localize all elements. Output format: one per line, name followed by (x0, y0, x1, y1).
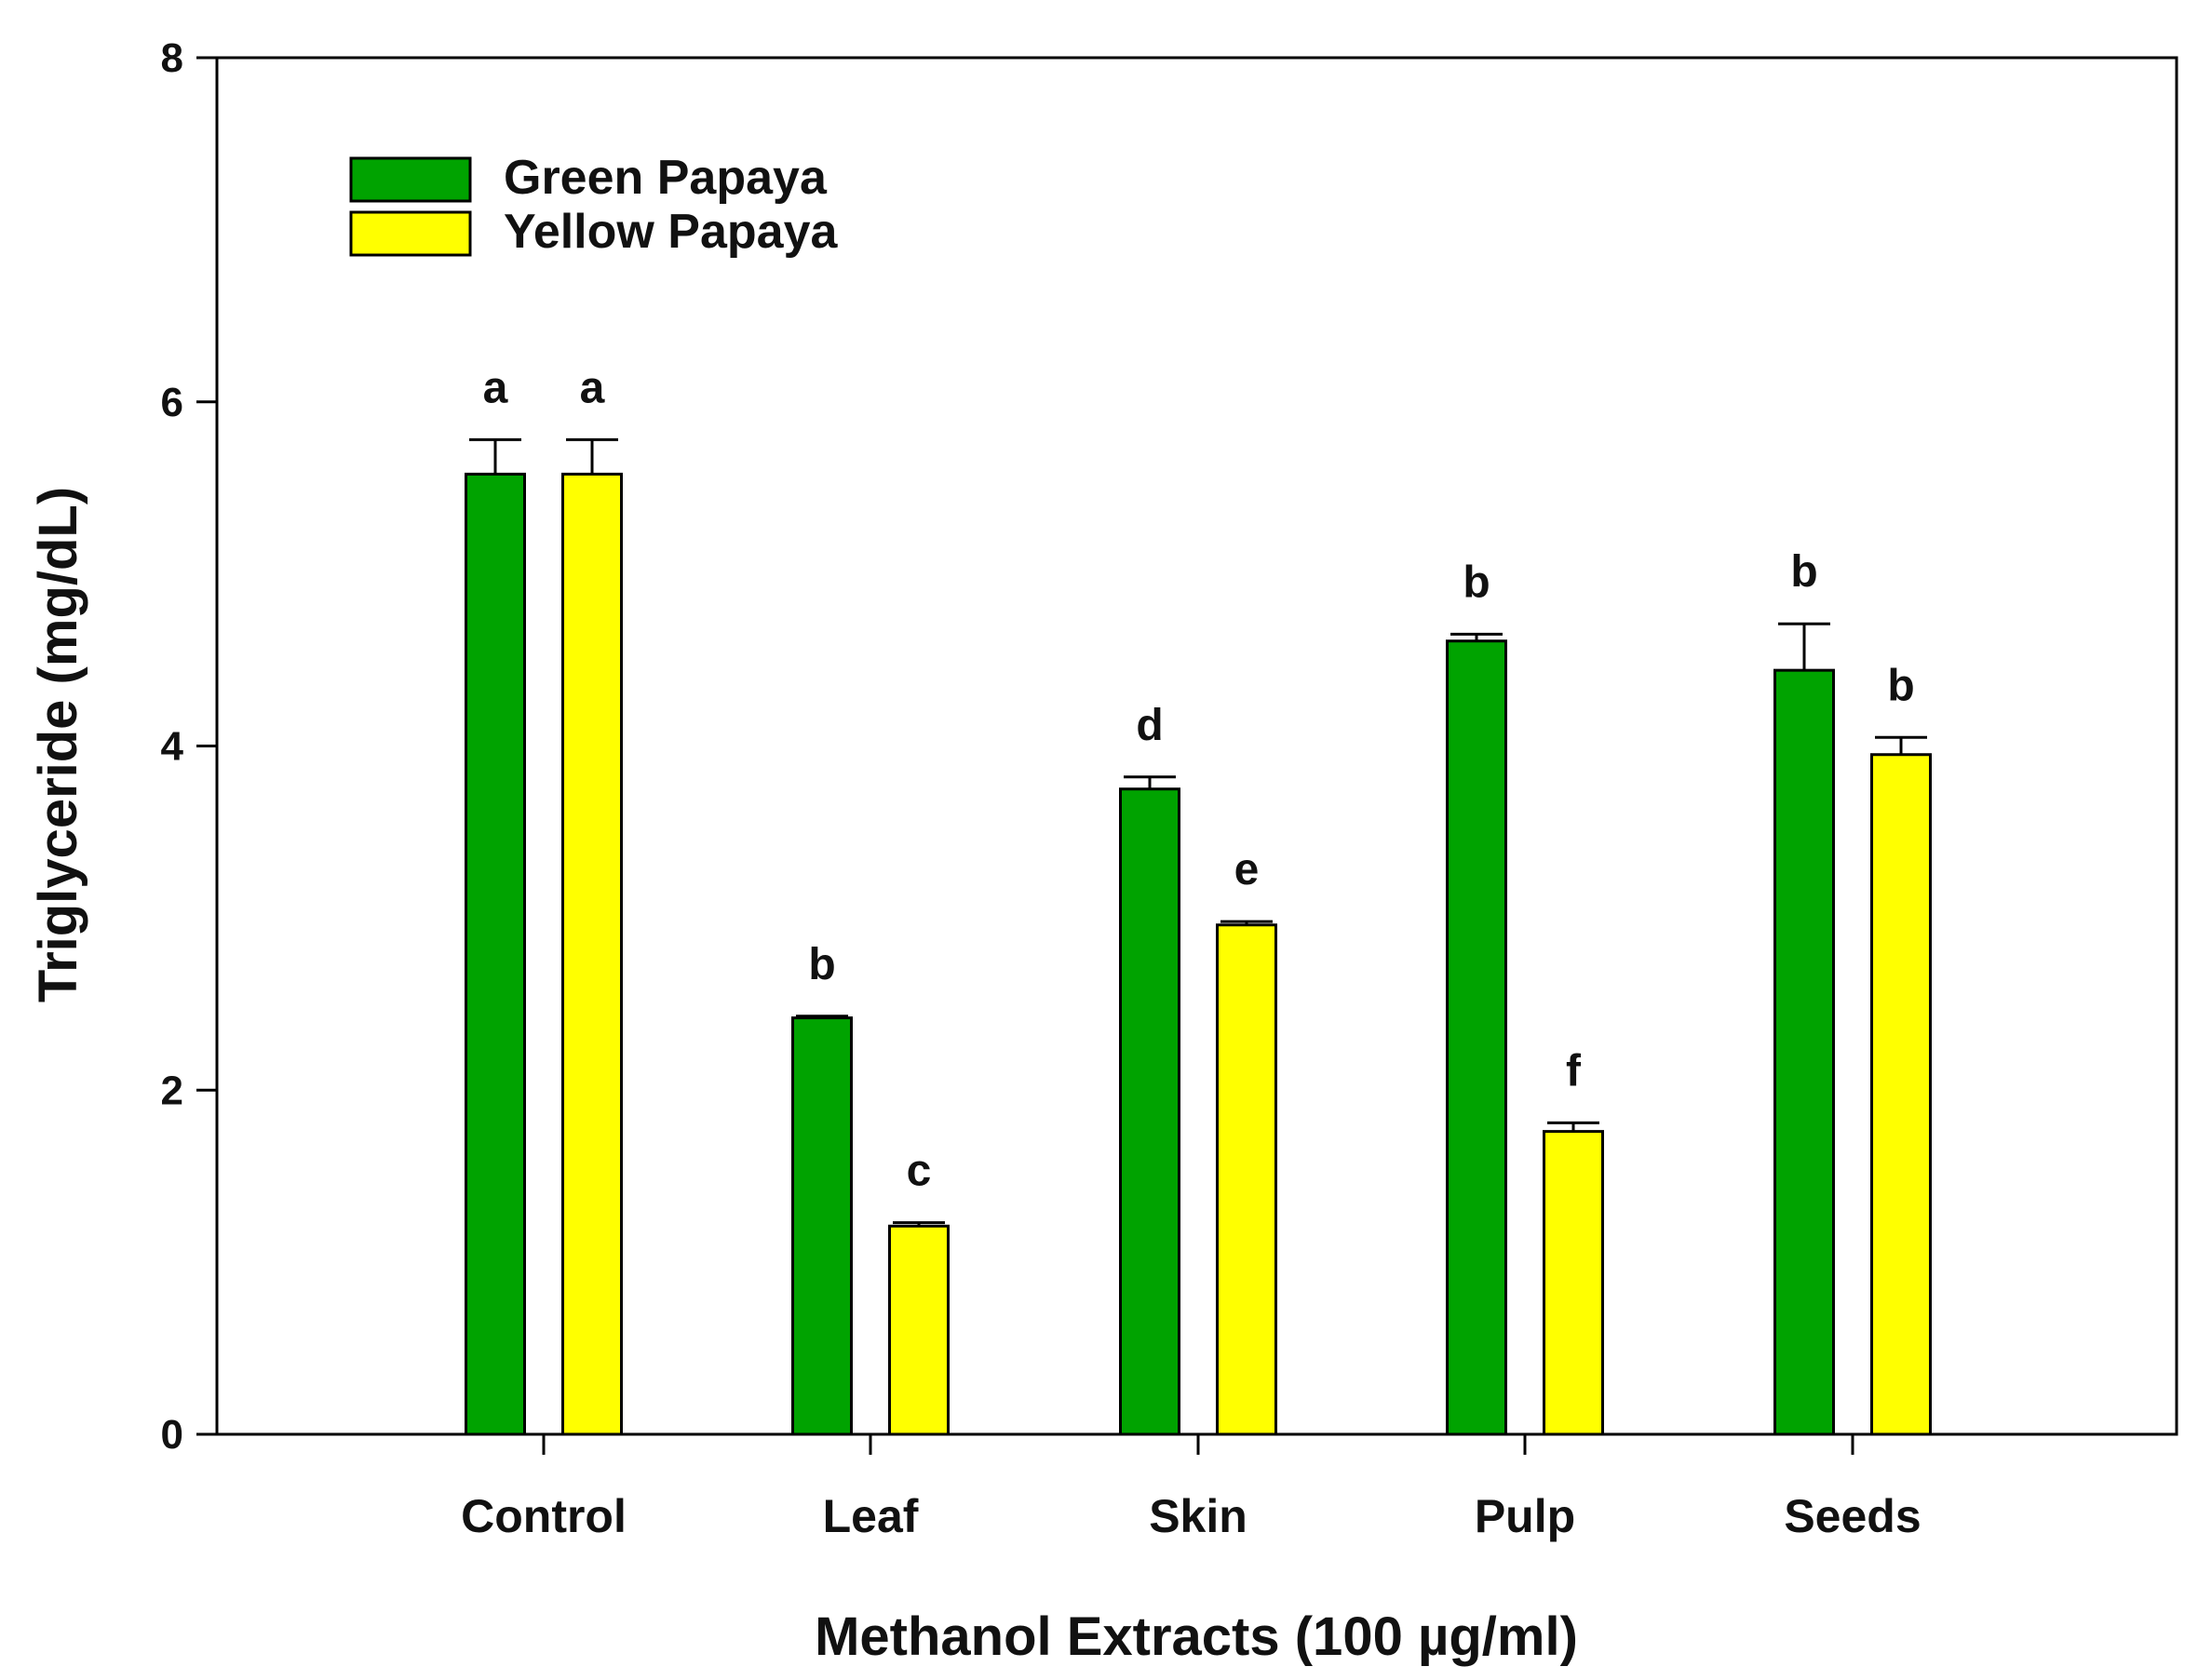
category-label-control: Control (461, 1490, 627, 1542)
bar-yellow-papaya-seeds (1870, 753, 1932, 1436)
bar-green-papaya-pulp (1446, 639, 1507, 1436)
bar-green-papaya-leaf (791, 1016, 853, 1436)
significance-label: e (1234, 845, 1260, 894)
bar-green-papaya-skin (1119, 787, 1180, 1436)
y-axis: 0 2 4 6 8 (161, 35, 217, 1458)
significance-label: a (483, 363, 508, 412)
significance-label: c (907, 1147, 932, 1196)
significance-label: b (1463, 558, 1490, 607)
y-tick-label: 8 (161, 35, 183, 81)
y-tick-label: 2 (161, 1068, 183, 1113)
bar-green-papaya-seeds (1773, 668, 1835, 1436)
category-label-leaf: Leaf (823, 1490, 919, 1542)
legend-swatch-green-papaya (349, 156, 472, 203)
bar-yellow-papaya-control (561, 472, 623, 1436)
y-tick-label: 6 (161, 380, 183, 425)
significance-label: d (1136, 701, 1163, 750)
x-axis-title: Methanol Extracts (100 µg/ml) (815, 1606, 1578, 1667)
bar-yellow-papaya-leaf (888, 1224, 950, 1436)
bar-green-papaya-control (465, 472, 526, 1436)
significance-label: a (580, 363, 605, 412)
significance-label: f (1566, 1046, 1582, 1095)
significance-label: b (808, 940, 835, 989)
y-tick-label: 4 (161, 724, 184, 770)
significance-label: b (1790, 547, 1817, 597)
bar-yellow-papaya-pulp (1543, 1130, 1604, 1436)
bar-series: a b d b b a c e f b (465, 363, 1932, 1436)
legend-swatch-yellow-papaya (349, 210, 472, 257)
category-label-skin: Skin (1149, 1490, 1247, 1542)
significance-label: b (1887, 661, 1914, 710)
y-tick-label: 0 (161, 1412, 183, 1458)
bar-yellow-papaya-skin (1216, 923, 1277, 1436)
legend-label-green-papaya: Green Papaya (504, 151, 828, 205)
y-axis-title: Triglyceride (mg/dL) (28, 487, 88, 1002)
x-axis: Control Leaf Skin Pulp Seeds (461, 1434, 1922, 1542)
legend-label-yellow-papaya: Yellow Papaya (504, 205, 838, 259)
category-label-pulp: Pulp (1475, 1490, 1575, 1542)
category-label-seeds: Seeds (1784, 1490, 1921, 1542)
